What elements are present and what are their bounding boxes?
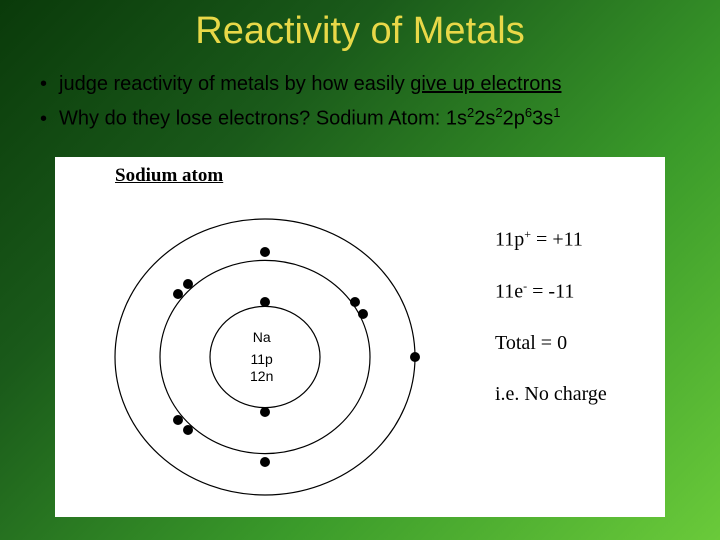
- bullet-item: • Why do they lose electrons? Sodium Ato…: [40, 104, 690, 133]
- side-row: 11p+ = +11: [495, 227, 607, 252]
- side-row: i.e. No charge: [495, 383, 607, 406]
- bullet-marker-icon: •: [40, 108, 47, 131]
- nucleus-protons: 11p: [250, 351, 273, 368]
- nucleus-label: Na 11p 12n: [250, 329, 273, 385]
- nucleus-symbol: Na: [250, 329, 273, 346]
- diagram-title: Sodium atom: [115, 165, 223, 187]
- bullet-underline: give up electrons: [410, 73, 561, 95]
- atom-diagram: Sodium atom Na 11p 12n 11p+ = +11 11e- =…: [55, 157, 665, 517]
- bullet-marker-icon: •: [40, 73, 47, 96]
- bullet-text: judge reactivity of metals by how easily…: [59, 71, 561, 98]
- side-row: Total = 0: [495, 332, 607, 355]
- bullet-item: • judge reactivity of metals by how easi…: [40, 71, 690, 98]
- bullet-text: Why do they lose electrons? Sodium Atom:…: [59, 104, 560, 133]
- bullet-list: • judge reactivity of metals by how easi…: [0, 53, 720, 149]
- side-row: 11e- = -11: [495, 279, 607, 304]
- nucleus-neutrons: 12n: [250, 368, 273, 385]
- bullet-text-pre: judge reactivity of metals by how easily: [59, 73, 410, 95]
- slide-title: Reactivity of Metals: [0, 0, 720, 53]
- charge-calculation: 11p+ = +11 11e- = -11 Total = 0 i.e. No …: [495, 227, 607, 434]
